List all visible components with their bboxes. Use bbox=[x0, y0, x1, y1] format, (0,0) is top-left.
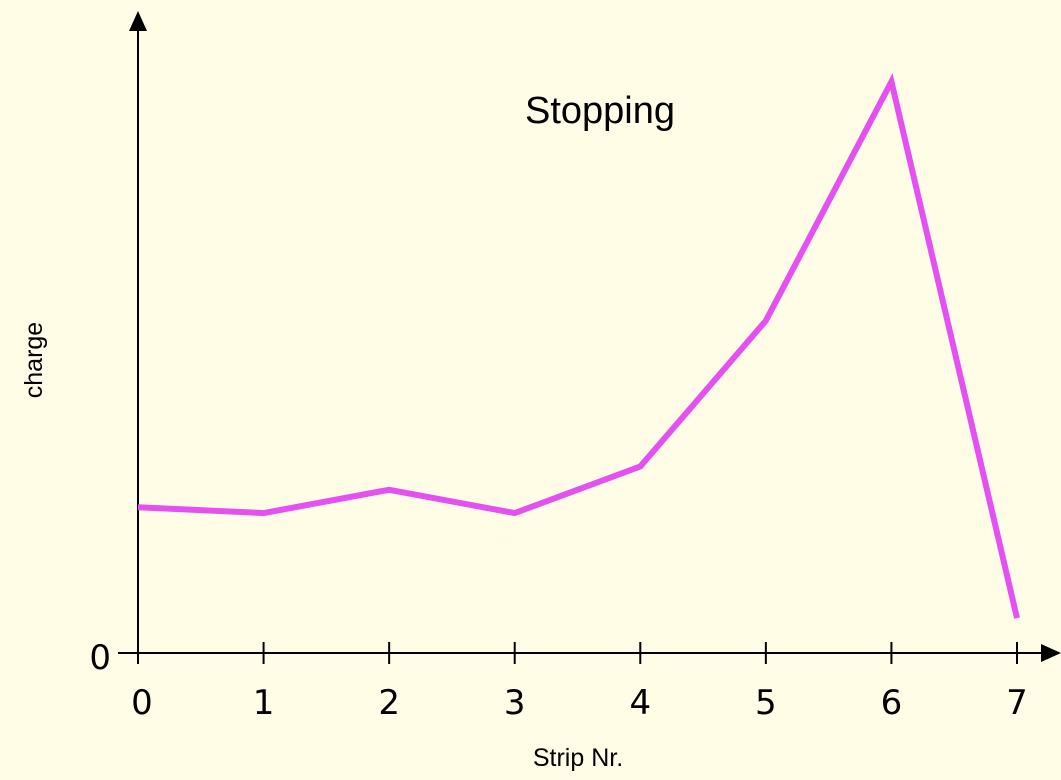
y-tick-label-zero: 0 bbox=[89, 638, 111, 678]
y-axis-arrow-icon bbox=[129, 11, 147, 31]
annotation-stopping: Stopping bbox=[525, 90, 675, 132]
x-tick-label: 4 bbox=[629, 683, 651, 723]
x-tick-label: 6 bbox=[881, 683, 903, 723]
x-tick-label: 5 bbox=[755, 683, 777, 723]
series-line bbox=[137, 73, 1020, 619]
x-tick-label: 1 bbox=[253, 683, 275, 723]
x-tick-label: 0 bbox=[131, 683, 153, 723]
x-tick-label: 3 bbox=[504, 683, 526, 723]
x-axis-title: Strip Nr. bbox=[533, 744, 623, 772]
x-axis-arrow-icon bbox=[1041, 644, 1061, 662]
x-tick-labels: 0 1 2 3 4 5 6 7 bbox=[131, 683, 1028, 723]
x-tick-label: 2 bbox=[378, 683, 400, 723]
x-tick-label: 7 bbox=[1006, 683, 1028, 723]
x-ticks bbox=[137, 642, 1018, 664]
y-axis-title: charge bbox=[20, 322, 48, 398]
